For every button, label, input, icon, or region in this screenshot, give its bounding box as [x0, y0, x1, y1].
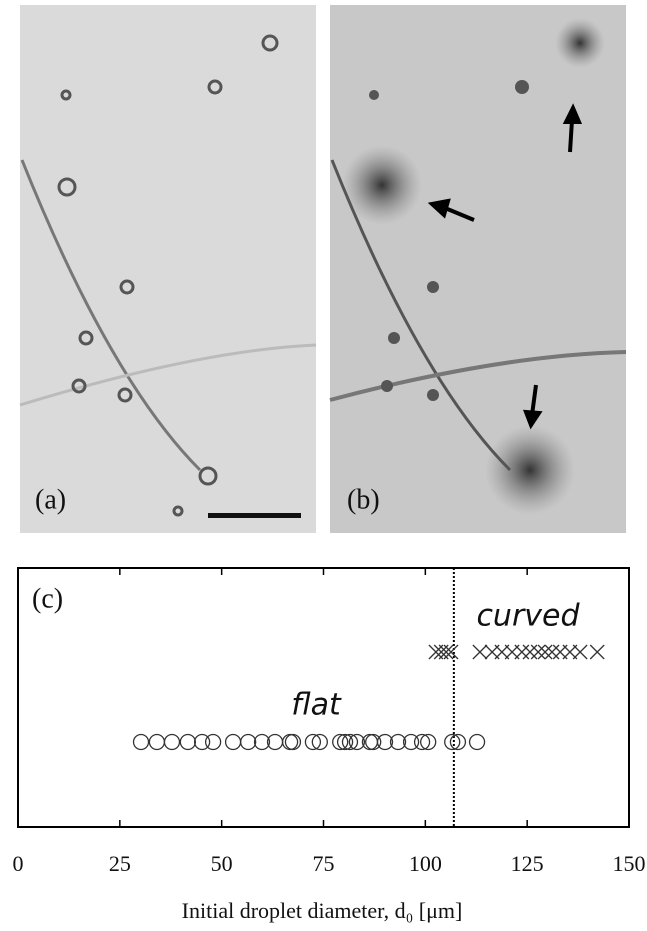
curved-marker — [531, 645, 545, 659]
panel-label: (b) — [347, 484, 380, 515]
photo-b: (b) — [330, 5, 626, 533]
flat-marker — [164, 735, 179, 750]
panel-label: (c) — [32, 583, 63, 614]
flat-marker — [180, 735, 195, 750]
flat-marker — [241, 735, 256, 750]
x-tick-label: 0 — [13, 851, 24, 876]
curved-marker — [538, 645, 552, 659]
curved-marker — [473, 645, 487, 659]
x-tick-label: 150 — [613, 851, 646, 876]
series-label: flat — [291, 688, 342, 723]
curved-marker — [590, 645, 604, 659]
curved-marker — [515, 645, 529, 659]
x-tick-label: 50 — [211, 851, 233, 876]
flat-marker — [470, 735, 485, 750]
curved-marker — [523, 645, 537, 659]
x-axis-label: Initial droplet diameter, d₀ [μm] — [182, 898, 463, 923]
page: (a) (b) (c) Initial droplet diameter, d₀… — [0, 0, 647, 931]
panel-label: (a) — [35, 484, 66, 515]
x-tick-label: 25 — [109, 851, 131, 876]
x-tick-label: 100 — [409, 851, 442, 876]
series-label: curved — [476, 599, 580, 634]
flat-marker — [206, 735, 221, 750]
figure: (a) (b) (c) Initial droplet diameter, d₀… — [0, 0, 647, 931]
flat-marker — [226, 735, 241, 750]
flat-marker — [134, 735, 149, 750]
flat-marker — [366, 735, 381, 750]
curved-marker — [545, 645, 559, 659]
curved-marker — [573, 645, 587, 659]
photo-a: (a) — [20, 5, 316, 533]
x-tick-label: 75 — [313, 851, 335, 876]
flat-marker — [149, 735, 164, 750]
x-tick-label: 125 — [511, 851, 544, 876]
